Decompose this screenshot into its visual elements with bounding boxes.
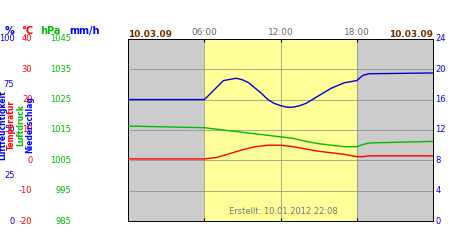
Text: Niederschlag: Niederschlag xyxy=(25,96,34,154)
Text: 30: 30 xyxy=(22,65,32,74)
Bar xyxy=(357,39,433,221)
Text: 12: 12 xyxy=(435,126,446,134)
Text: 20: 20 xyxy=(22,95,32,104)
Text: -10: -10 xyxy=(19,186,32,195)
Text: 20: 20 xyxy=(435,65,446,74)
Text: 16: 16 xyxy=(435,95,446,104)
Text: 25: 25 xyxy=(4,171,14,180)
Text: °C: °C xyxy=(22,26,34,36)
Text: hPa: hPa xyxy=(40,26,61,36)
Text: 75: 75 xyxy=(4,80,14,89)
Text: -20: -20 xyxy=(19,217,32,226)
Text: 1045: 1045 xyxy=(50,34,71,43)
Text: mm/h: mm/h xyxy=(70,26,100,36)
Text: 10.03.09: 10.03.09 xyxy=(389,30,433,39)
Text: 995: 995 xyxy=(55,186,71,195)
Text: 10: 10 xyxy=(22,126,32,134)
Bar xyxy=(204,39,357,221)
Text: Luftdruck: Luftdruck xyxy=(16,104,25,146)
Text: 4: 4 xyxy=(435,186,441,195)
Text: 985: 985 xyxy=(55,217,71,226)
Bar xyxy=(128,39,204,221)
Text: 1015: 1015 xyxy=(50,126,71,134)
Text: 1025: 1025 xyxy=(50,95,71,104)
Text: 0: 0 xyxy=(435,217,441,226)
Text: 100: 100 xyxy=(0,34,14,43)
Text: 0: 0 xyxy=(27,156,32,165)
Text: 8: 8 xyxy=(435,156,441,165)
Text: 24: 24 xyxy=(435,34,446,43)
Text: 0: 0 xyxy=(9,217,14,226)
Text: 1035: 1035 xyxy=(50,65,71,74)
Text: Temperatur: Temperatur xyxy=(7,100,16,150)
Text: %: % xyxy=(4,26,14,36)
Text: 10.03.09: 10.03.09 xyxy=(128,30,172,39)
Text: 50: 50 xyxy=(4,126,14,134)
Text: 40: 40 xyxy=(22,34,32,43)
Text: Erstellt: 10.01.2012 22:08: Erstellt: 10.01.2012 22:08 xyxy=(229,207,338,216)
Text: Luftfeuchtigkeit: Luftfeuchtigkeit xyxy=(0,90,7,160)
Text: 1005: 1005 xyxy=(50,156,71,165)
